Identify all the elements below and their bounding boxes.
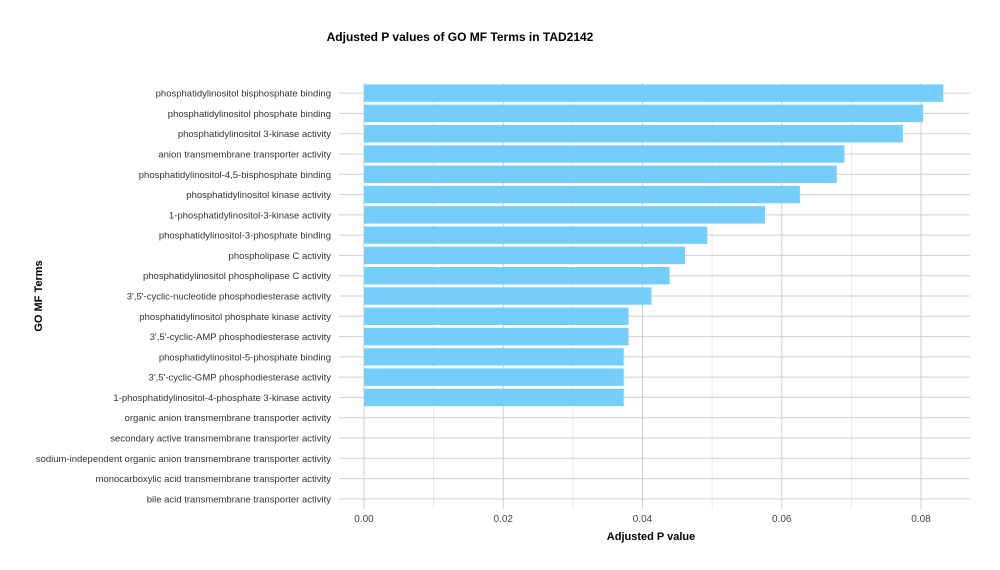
bar bbox=[364, 327, 629, 346]
bar bbox=[364, 368, 624, 386]
category-label: phosphatidylinositol phosphate kinase ac… bbox=[139, 312, 331, 323]
bar bbox=[364, 388, 624, 407]
x-axis-title: Adjusted P value bbox=[607, 531, 695, 543]
category-label: 3',5'-cyclic-GMP phosphodiesterase activ… bbox=[149, 373, 332, 384]
category-labels: phosphatidylinositol bisphosphate bindin… bbox=[36, 89, 331, 506]
x-tick-label: 0.02 bbox=[494, 514, 514, 525]
category-label: phosphatidylinositol bisphosphate bindin… bbox=[156, 89, 331, 100]
category-label: 1-phosphatidylinositol-4-phosphate 3-kin… bbox=[113, 393, 331, 404]
bar bbox=[364, 145, 845, 163]
category-label: 3',5'-cyclic-nucleotide phosphodiesteras… bbox=[127, 292, 332, 303]
bar bbox=[364, 307, 629, 326]
category-label: monocarboxylic acid transmembrane transp… bbox=[96, 474, 332, 485]
bar bbox=[364, 84, 944, 102]
bars bbox=[364, 84, 944, 407]
category-label: 1-phosphatidylinositol-3-kinase activity bbox=[169, 210, 331, 221]
x-tick-label: 0.06 bbox=[772, 514, 792, 525]
y-axis-title: GO MF Terms bbox=[33, 260, 45, 331]
category-label: sodium-independent organic anion transme… bbox=[36, 454, 331, 465]
category-label: phosphatidylinositol-5-phosphate binding bbox=[159, 352, 331, 363]
category-label: phosphatidylinositol phosphate binding bbox=[168, 109, 331, 120]
bar bbox=[364, 348, 624, 366]
category-label: phosphatidylinositol-3-phosphate binding bbox=[159, 231, 331, 242]
category-label: 3',5'-cyclic-AMP phosphodiesterase activ… bbox=[150, 332, 332, 343]
category-label: phosphatidylinositol-4,5-bisphosphate bi… bbox=[139, 170, 331, 181]
x-tick-label: 0.04 bbox=[633, 514, 653, 525]
x-tick-labels: 0.00 0.02 0.04 0.06 0.08 bbox=[354, 514, 931, 525]
x-tick-label: 0.00 bbox=[354, 514, 374, 525]
chart-title: Adjusted P values of GO MF Terms in TAD2… bbox=[327, 30, 594, 44]
category-label: phospholipase C activity bbox=[229, 251, 332, 262]
category-label: bile acid transmembrane transporter acti… bbox=[147, 494, 332, 505]
bar bbox=[364, 165, 837, 184]
bar bbox=[364, 104, 924, 123]
category-label: secondary active transmembrane transport… bbox=[110, 434, 331, 445]
bar bbox=[364, 266, 670, 285]
category-label: organic anion transmembrane transporter … bbox=[125, 413, 332, 424]
x-tick-label: 0.08 bbox=[911, 514, 931, 525]
bar bbox=[364, 185, 800, 204]
bar bbox=[364, 206, 766, 224]
bar bbox=[364, 287, 652, 305]
category-label: phosphatidylinositol phospholipase C act… bbox=[143, 271, 331, 282]
bar bbox=[364, 124, 903, 143]
category-label: anion transmembrane transporter activity bbox=[158, 150, 331, 161]
bar bbox=[364, 246, 685, 265]
category-label: phosphatidylinositol kinase activity bbox=[186, 190, 331, 201]
bar bbox=[364, 226, 708, 244]
category-label: phosphatidylinositol 3-kinase activity bbox=[178, 129, 331, 140]
